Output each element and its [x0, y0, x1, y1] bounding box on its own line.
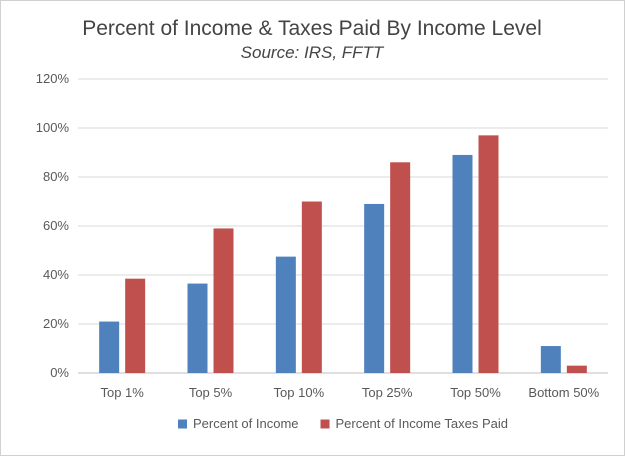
- y-tick-label: 120%: [36, 71, 70, 86]
- x-tick-label: Top 25%: [362, 385, 413, 400]
- y-axis-ticks: 0% 20% 40% 60% 80% 100% 120%: [36, 71, 70, 380]
- y-tick-label: 100%: [36, 120, 70, 135]
- bar: [540, 346, 561, 373]
- bar: [566, 365, 587, 373]
- x-tick-label: Top 50%: [450, 385, 501, 400]
- legend-swatch: [320, 419, 330, 429]
- gridlines: [78, 78, 608, 374]
- y-tick-label: 60%: [43, 218, 69, 233]
- x-axis-ticks: Top 1% Top 5% Top 10% Top 25% Top 50% Bottom …: [100, 385, 599, 400]
- x-tick-label: Top 1%: [100, 385, 144, 400]
- chart-title: Percent of Income & Taxes Paid By Income…: [82, 17, 542, 40]
- bar: [301, 201, 322, 373]
- legend-label: Percent of Income Taxes Paid: [336, 416, 508, 431]
- bar: [452, 154, 473, 373]
- x-tick-label: Top 10%: [274, 385, 325, 400]
- bar: [275, 256, 296, 373]
- y-tick-label: 20%: [43, 316, 69, 331]
- x-tick-label: Top 5%: [189, 385, 233, 400]
- bar: [99, 321, 120, 373]
- bar: [478, 135, 499, 373]
- bar: [125, 278, 146, 373]
- bar: [390, 162, 411, 373]
- bar: [187, 283, 208, 373]
- legend-label: Percent of Income: [193, 416, 299, 431]
- bar: [364, 203, 385, 373]
- bar: [213, 228, 234, 373]
- legend-swatch: [178, 419, 188, 429]
- x-tick-label: Bottom 50%: [528, 385, 599, 400]
- bars: [99, 135, 587, 373]
- chart-subtitle: Source: IRS, FFTT: [241, 43, 385, 62]
- y-tick-label: 0%: [50, 365, 69, 380]
- y-tick-label: 80%: [43, 169, 69, 184]
- legend: Percent of Income Percent of Income Taxes…: [178, 416, 508, 431]
- y-tick-label: 40%: [43, 267, 69, 282]
